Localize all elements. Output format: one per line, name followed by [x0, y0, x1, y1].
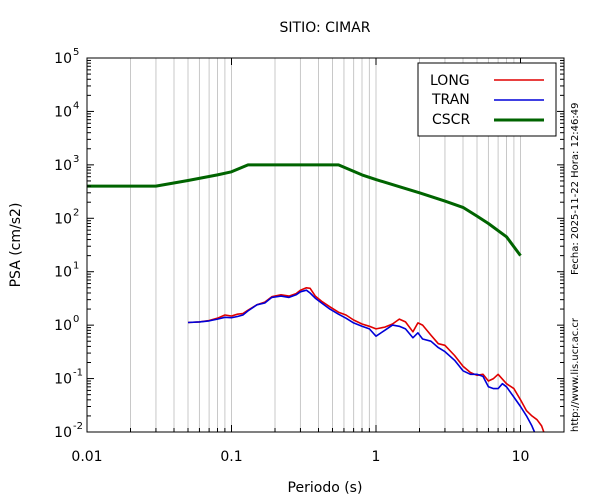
legend-label-cscr: CSCR — [432, 112, 470, 128]
series-line-tran — [187, 289, 536, 433]
legend-label-long: LONG — [430, 73, 470, 89]
chart-title: SITIO: CIMAR — [280, 20, 371, 36]
y-tick-label: 10 — [54, 265, 72, 281]
plot-frame — [86, 57, 565, 433]
legend: LONG TRAN CSCR — [417, 62, 557, 137]
y-tick-exponent: 0 — [73, 314, 79, 325]
y-tick-label: 10 — [54, 318, 72, 334]
x-tick-label: 0.01 — [71, 449, 102, 465]
grid — [129, 58, 522, 432]
y-tick-exponent: 1 — [73, 261, 79, 272]
y-tick-label: 10 — [54, 372, 72, 388]
y-tick-exponent: -1 — [73, 368, 83, 379]
x-tick-label: 1 — [372, 449, 381, 465]
legend-label-tran: TRAN — [431, 92, 470, 108]
y-tick-label: 10 — [54, 104, 72, 120]
series-line-long — [187, 286, 545, 433]
y-tick-exponent: -2 — [73, 421, 83, 432]
y-tick-exponent: 3 — [73, 154, 79, 165]
x-axis-label: Periodo (s) — [288, 480, 363, 496]
x-tick-label: 10 — [512, 449, 530, 465]
y-tick-label: 10 — [54, 158, 72, 174]
y-axis-label: PSA (cm/s2) — [8, 203, 24, 288]
y-tick-exponent: 4 — [73, 100, 79, 111]
y-tick-label: 10 — [54, 211, 72, 227]
timestamp-label: Fecha: 2025-11-22 Hora: 12:46:49 — [570, 102, 581, 276]
website-label: http://www.lis.ucr.ac.cr — [570, 318, 581, 432]
series-line-cscr — [87, 163, 522, 257]
y-tick-exponent: 5 — [73, 47, 79, 58]
x-tick-label: 0.1 — [220, 449, 242, 465]
y-tick-exponent: 2 — [73, 207, 79, 218]
y-tick-label: 10 — [54, 51, 72, 67]
series-lines — [87, 163, 545, 433]
y-tick-label: 10 — [54, 425, 72, 441]
